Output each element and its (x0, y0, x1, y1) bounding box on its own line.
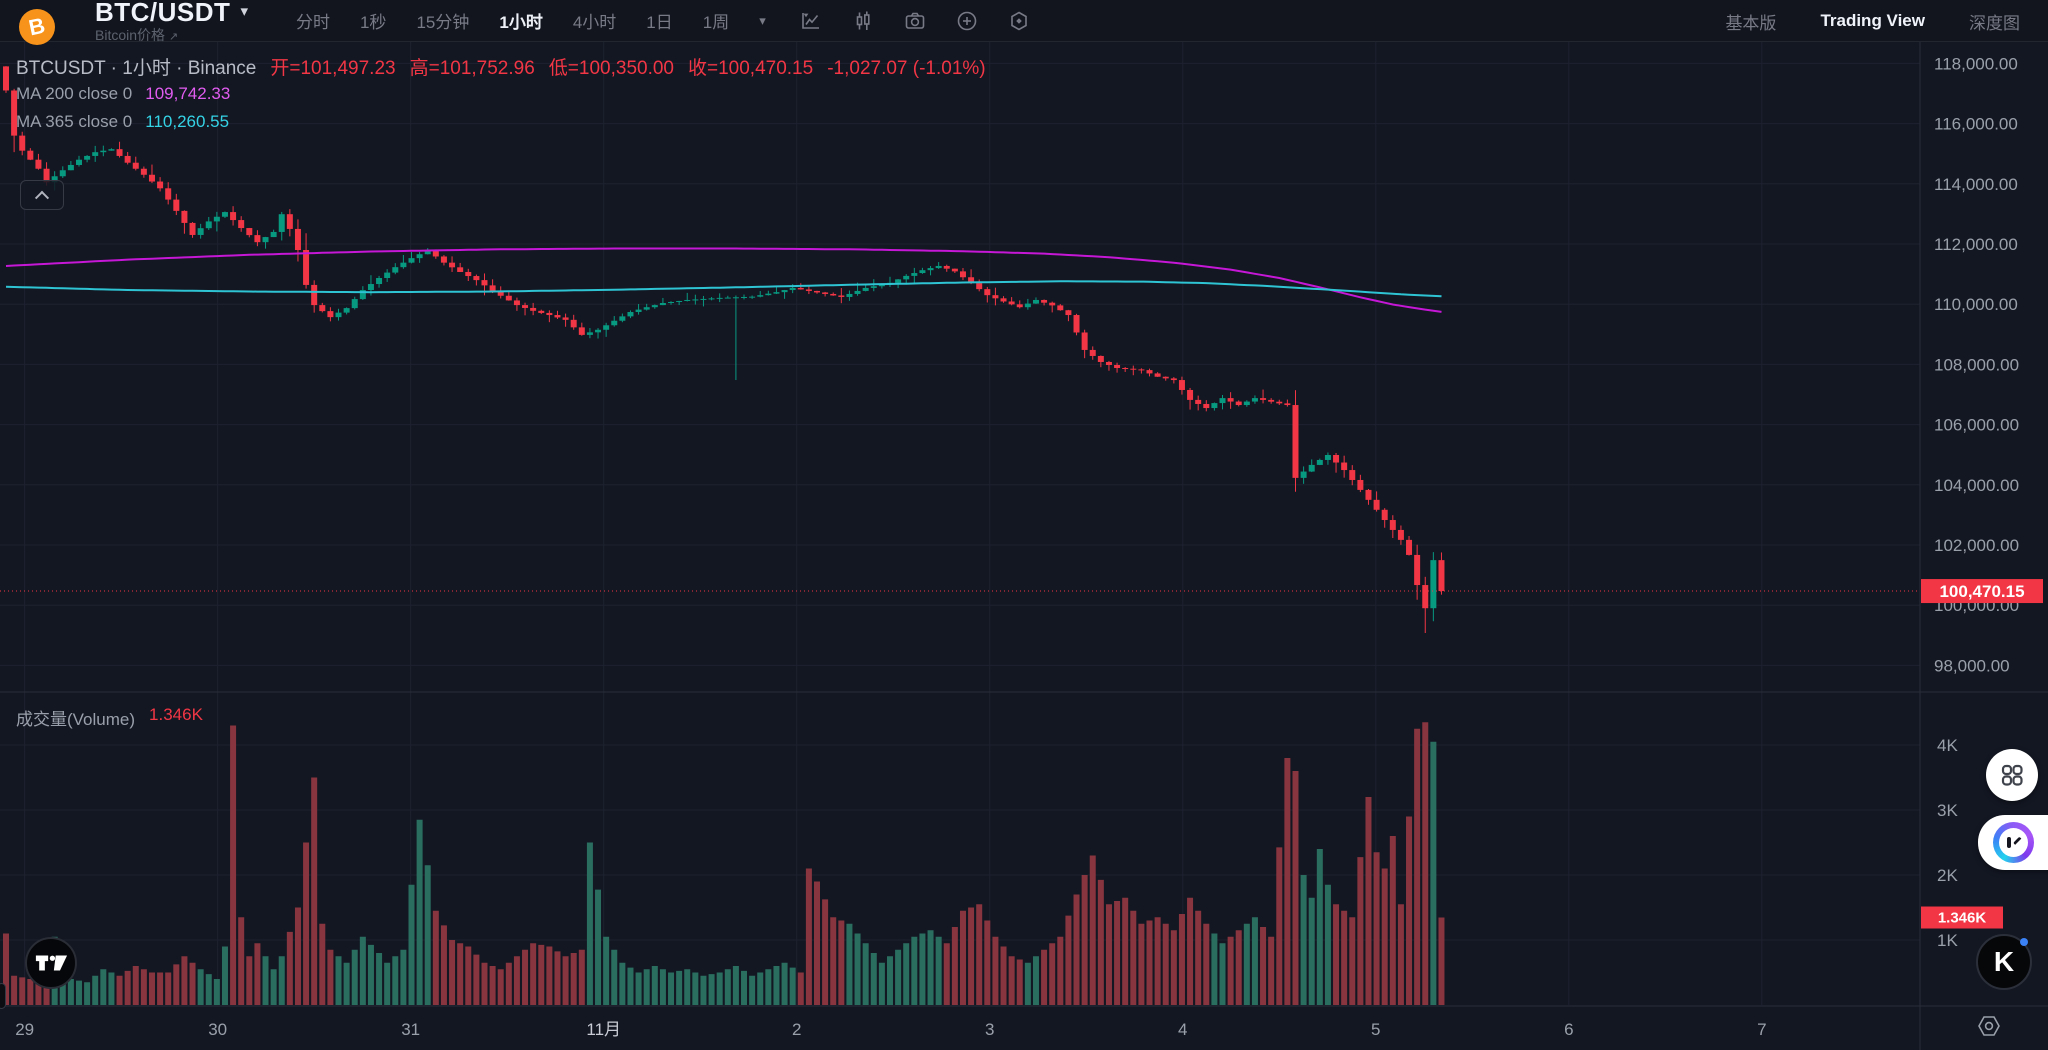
volume-axis-label: 2K (1937, 866, 1958, 885)
pane-collapse-button[interactable] (20, 180, 64, 210)
price-axis-label: 112,000.00 (1934, 235, 2018, 254)
notification-dot (2020, 938, 2028, 946)
timeframe-button[interactable]: 分时 (295, 13, 330, 32)
bitcoin-logo-icon: B (19, 9, 55, 45)
ma200-legend: MA 200 close 0 109,742.33 (16, 84, 231, 103)
timeframe-button[interactable]: 15分钟 (416, 13, 470, 32)
time-axis-label: 7 (1757, 1020, 1766, 1039)
timeframe-button[interactable]: 1周 (702, 13, 730, 32)
view-mode-tab[interactable]: 深度图 (1969, 13, 2020, 33)
ma365-value: 110,260.55 (145, 112, 230, 131)
candlestick-icon[interactable] (850, 8, 876, 34)
timeframe-button[interactable]: 4小时 (572, 13, 617, 32)
price-axis-label: 106,000.00 (1934, 416, 2019, 435)
legend-close: 收=100,470.15 (688, 58, 814, 79)
symbol-subtitle-link[interactable]: Bitcoin价格 ↗ (95, 26, 179, 43)
volume-value: 1.346K (149, 705, 203, 724)
candles (3, 66, 1445, 634)
view-mode-tabs: 基本版 Trading View 深度图 (1725, 0, 2020, 42)
chart-style-icon[interactable] (798, 8, 824, 34)
gear-icon (1978, 1016, 2000, 1036)
timeframe-button[interactable]: 1日 (646, 13, 673, 32)
price-axis-label: 102,000.00 (1934, 536, 2019, 555)
ma200-line (5, 247, 1442, 313)
volume-pane-collapse-button[interactable] (0, 983, 6, 1009)
price-axis-label: 118,000.00 (1934, 54, 2018, 73)
tradingview-logo[interactable] (25, 937, 77, 989)
apps-grid-icon (2001, 764, 2023, 786)
price-axis-label: 116,000.00 (1934, 115, 2018, 134)
legend-open: 开=101,497.23 (270, 58, 396, 79)
last-price-badge: 100,470.15 (1921, 579, 2043, 604)
bot-avatar-icon (1993, 822, 2034, 863)
k-widget-button[interactable]: K (1976, 934, 2032, 990)
price-axis-label: 110,000.00 (1934, 295, 2018, 314)
external-link-icon: ↗ (168, 30, 179, 43)
chart-canvas[interactable]: 118,000.00 116,000.00 114,000.00 112,000.00… (0, 42, 2048, 1050)
symbol-switcher[interactable]: BTC/USDT ▾ (95, 0, 248, 25)
legend-high: 高=101,752.96 (409, 58, 535, 79)
chart-legend: BTCUSDT · 1小时 · Binance 开=101,497.23 高=1… (16, 53, 986, 80)
view-mode-tab[interactable]: 基本版 (1725, 13, 1777, 33)
ma200-value: 109,742.33 (145, 84, 231, 103)
top-toolbar: B BTC/USDT ▾ Bitcoin价格 ↗ 分时 1秒 15分钟 1小时 4小时 1… (0, 0, 2048, 45)
time-axis-label: 30 (208, 1020, 227, 1039)
axis-settings-button[interactable] (1978, 1016, 2000, 1036)
legend-title: BTCUSDT · 1小时 · Binance (16, 58, 257, 79)
price-axis-label: 108,000.00 (1934, 355, 2019, 374)
k-widget-label: K (1993, 946, 2015, 977)
time-axis-label: 31 (401, 1020, 420, 1039)
svg-text:100,470.15: 100,470.15 (1939, 582, 2024, 601)
timeframe-button[interactable]: 1小时 (499, 13, 543, 32)
gridlines (0, 42, 1920, 1005)
volume-axis[interactable]: 4K 3K 2K 1K (1937, 736, 1958, 950)
time-axis-label: 4 (1178, 1020, 1187, 1039)
timeframe-bar: 分时 1秒 15分钟 1小时 4小时 1日 1周 ▾ (296, 8, 766, 33)
price-axis-label: 98,000.00 (1934, 656, 2010, 675)
assistant-button[interactable] (1978, 815, 2048, 870)
symbol-title: BTC/USDT (95, 0, 231, 27)
chart-toolbar (798, 8, 1032, 34)
indicator-hexagon-icon[interactable] (1006, 8, 1032, 34)
volume-axis-label: 3K (1937, 801, 1958, 820)
ma365-legend: MA 365 close 0 110,260.55 (16, 112, 230, 131)
time-axis-label: 11月 (586, 1020, 621, 1039)
chevron-down-icon: ▾ (240, 3, 248, 20)
price-axis-label: 114,000.00 (1934, 175, 2018, 194)
pane-separators (0, 42, 2048, 1050)
timeframe-button[interactable]: 1秒 (359, 13, 387, 32)
legend-change: -1,027.07 (-1.01%) (827, 58, 986, 79)
volume-axis-label: 4K (1937, 736, 1958, 755)
apps-grid-button[interactable] (1986, 749, 2038, 801)
volume-legend: 成交量(Volume) 1.346K (16, 705, 203, 729)
view-mode-tab[interactable]: Trading View (1820, 11, 1925, 30)
time-axis[interactable]: 29 30 31 11月 2 3 4 5 6 7 (15, 1020, 1766, 1039)
legend-low: 低=100,350.00 (548, 58, 674, 79)
svg-text:1.346K: 1.346K (1938, 910, 1987, 927)
volume-axis-label: 1K (1937, 931, 1958, 950)
time-axis-label: 3 (985, 1020, 994, 1039)
time-axis-label: 2 (792, 1020, 801, 1039)
add-circle-icon[interactable] (954, 8, 980, 34)
time-axis-label: 5 (1371, 1020, 1380, 1039)
last-volume-badge: 1.346K (1921, 906, 2003, 929)
price-axis-label: 104,000.00 (1934, 476, 2019, 495)
time-axis-label: 29 (15, 1020, 34, 1039)
camera-icon[interactable] (902, 8, 928, 34)
volume-bars (3, 722, 1445, 1005)
time-axis-label: 6 (1564, 1020, 1573, 1039)
price-axis[interactable]: 118,000.00 116,000.00 114,000.00 112,000.00… (1934, 54, 2019, 675)
ma365-line (5, 280, 1442, 298)
chart-area: 118,000.00 116,000.00 114,000.00 112,000.00… (0, 42, 2048, 1050)
timeframe-dropdown-icon[interactable]: ▾ (759, 12, 766, 28)
chevron-up-icon (34, 190, 50, 205)
